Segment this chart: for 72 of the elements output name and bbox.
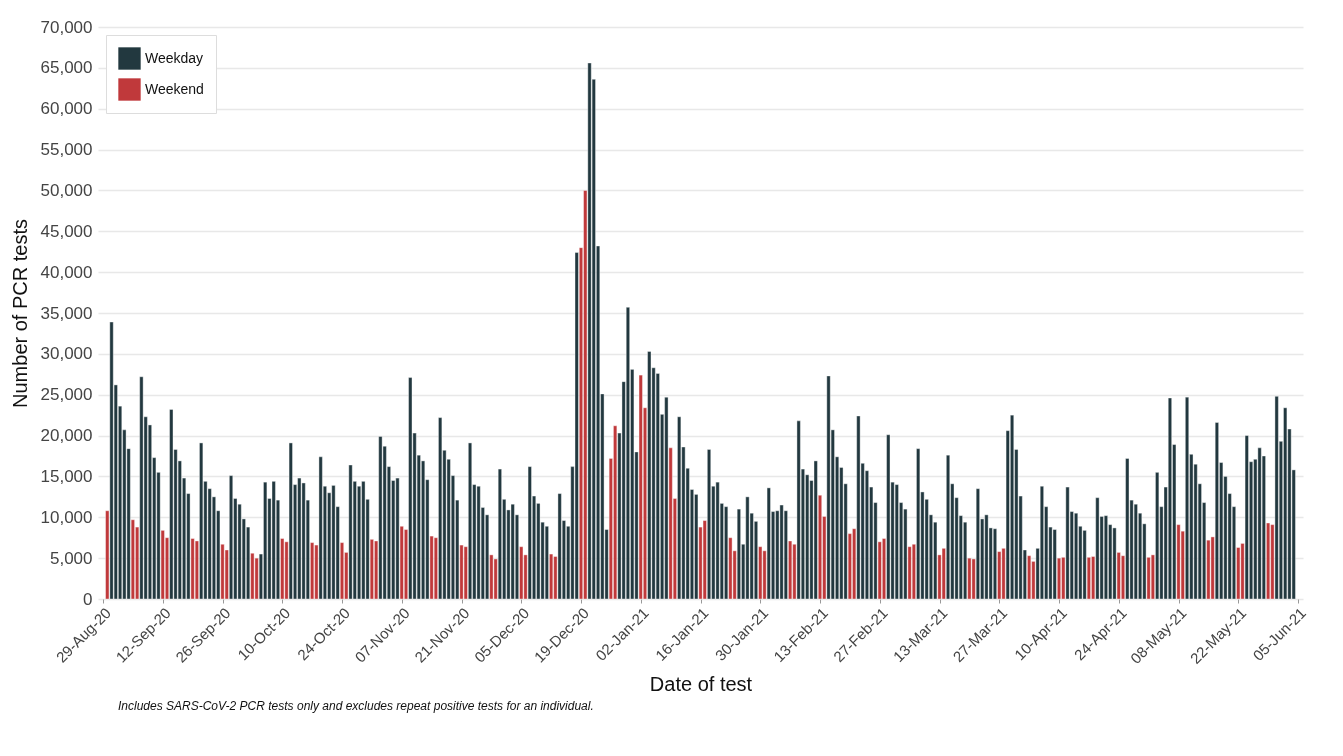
bar (361, 481, 366, 600)
y-tick-label: 35,000 (40, 303, 93, 323)
bar (1095, 497, 1100, 600)
bar (647, 351, 652, 600)
y-tick-label: 45,000 (40, 221, 93, 241)
bar (1155, 472, 1160, 600)
bar (766, 487, 771, 600)
bar (254, 557, 259, 600)
bar (975, 488, 980, 600)
bar (544, 526, 549, 600)
y-tick-label: 20,000 (40, 426, 93, 446)
bar (263, 481, 268, 600)
bar (813, 460, 818, 600)
bar (527, 466, 532, 600)
bar (894, 484, 899, 600)
bar (796, 420, 801, 600)
bar (476, 486, 481, 600)
y-tick-label: 0 (83, 589, 93, 609)
y-tick-label: 10,000 (40, 507, 93, 527)
bar (826, 375, 831, 600)
y-tick-label: 65,000 (40, 58, 93, 78)
bar (1257, 447, 1262, 600)
y-tick-label: 25,000 (40, 385, 93, 405)
bar (408, 377, 413, 600)
y-tick-label: 50,000 (40, 180, 93, 200)
bar (271, 481, 276, 600)
bar (169, 409, 174, 600)
bar (677, 416, 682, 600)
bar (1283, 407, 1288, 600)
bar (1112, 527, 1117, 600)
y-axis-title: Number of PCR tests (8, 219, 31, 408)
y-tick-label: 55,000 (40, 140, 93, 160)
bar (638, 374, 643, 600)
text: Includes SARS-CoV-2 PCR tests only and excludes repeat positive tests for an individual. (118, 699, 595, 713)
bar (348, 464, 353, 600)
bar (510, 504, 515, 600)
bar (438, 417, 443, 600)
bar (745, 496, 750, 600)
bar (1052, 529, 1057, 600)
bar (1244, 435, 1249, 600)
bar (331, 485, 336, 600)
bar (984, 514, 989, 600)
bar (1065, 486, 1070, 600)
bar (1125, 458, 1130, 600)
bar (715, 481, 720, 600)
bar (1082, 530, 1087, 600)
y-tick-label: 70,000 (40, 17, 93, 37)
legend-label: Weekend (145, 80, 204, 97)
legend-label: Weekday (145, 49, 204, 66)
bar (613, 425, 618, 600)
bar (557, 493, 562, 600)
bar (916, 448, 921, 600)
x-axis-title: Date of test (649, 672, 753, 695)
bar (297, 477, 302, 600)
bar (779, 504, 784, 600)
y-tick-label: 30,000 (40, 344, 93, 364)
bar (1274, 396, 1279, 600)
bar (395, 477, 400, 600)
y-tick-label: 15,000 (40, 466, 93, 486)
bar (378, 436, 383, 600)
bar (139, 376, 144, 600)
y-tick-label: 5,000 (49, 548, 93, 568)
bar (199, 442, 204, 600)
bar (736, 508, 741, 600)
bar (288, 442, 293, 600)
y-tick-label: 40,000 (40, 262, 93, 282)
bar (318, 456, 323, 600)
y-tick-label: 60,000 (40, 99, 93, 119)
bar (886, 434, 891, 600)
bar (109, 321, 114, 600)
bar (664, 396, 669, 600)
bar (856, 415, 861, 600)
